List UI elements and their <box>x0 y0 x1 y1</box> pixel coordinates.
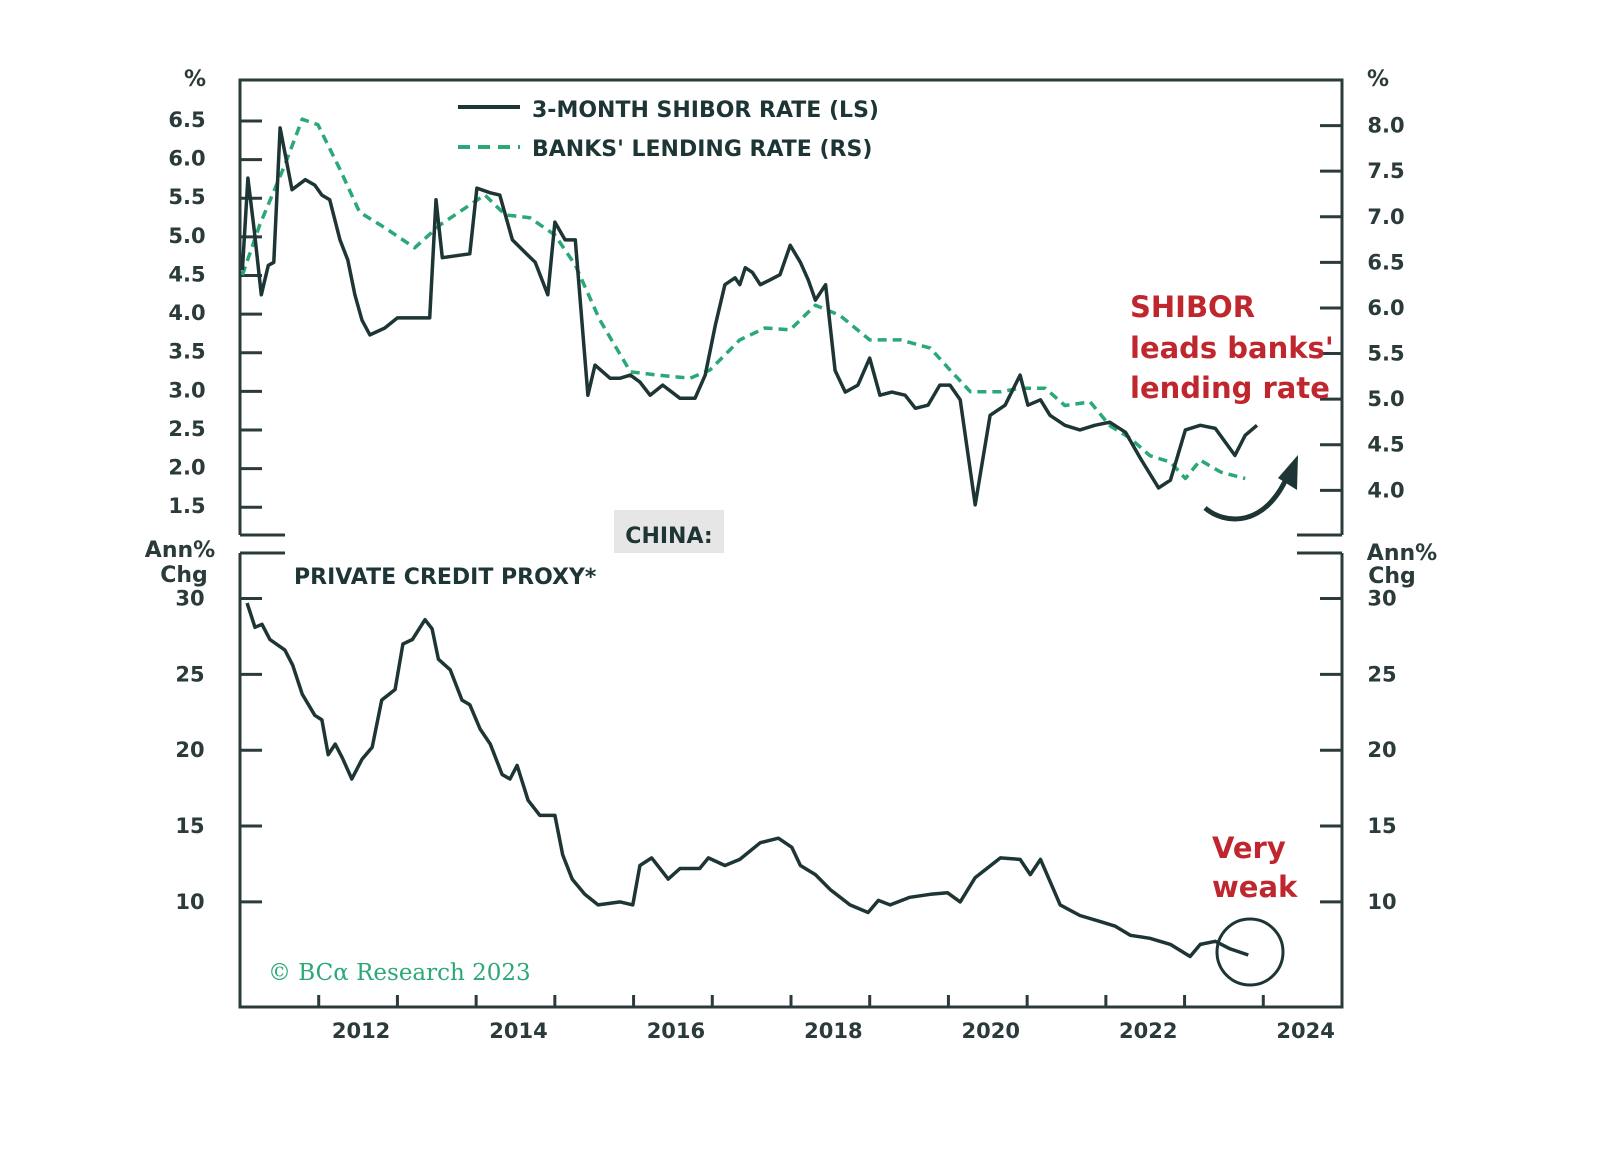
x-tick-label: 2012 <box>332 1019 390 1043</box>
private-credit-proxy-line <box>245 602 1249 959</box>
bottom-left-y-tick-label: 30 <box>175 587 204 611</box>
right-y-tick-label: 6.5 <box>1367 250 1404 274</box>
left-y-tick-label: 2.0 <box>168 456 205 480</box>
left-y-tick-label: 4.5 <box>168 262 205 286</box>
bottom-left-y-tick-label: 25 <box>175 662 204 686</box>
top-left-unit: % <box>184 67 206 92</box>
legend-shibor-label: 3-MONTH SHIBOR RATE (LS) <box>532 98 879 123</box>
bottom-left-y-tick-label: 15 <box>175 814 204 838</box>
left-y-tick-label: 5.5 <box>168 185 205 209</box>
bottom-right-y-tick-label: 30 <box>1367 587 1396 611</box>
arrow-head-icon <box>1278 455 1298 490</box>
bottom-panel-frame <box>238 553 1344 1009</box>
chart-title: CHINA: <box>625 524 712 549</box>
annotation-shibor-2: leads banks' <box>1130 331 1334 365</box>
right-y-tick-label: 5.5 <box>1367 342 1404 366</box>
right-y-tick-label: 5.0 <box>1367 387 1404 411</box>
bottom-left-y-tick-label: 20 <box>175 738 204 762</box>
curved-up-arrow <box>1203 474 1291 522</box>
bottom-left-unit-line1: Ann% <box>145 538 215 563</box>
labels-layer: % % Ann% Chg Ann% Chg 3-MONTH SHIBOR RAT… <box>145 67 1437 987</box>
bottom-panel-label: PRIVATE CREDIT PROXY* <box>294 565 597 590</box>
x-tick-label: 2014 <box>489 1019 547 1043</box>
left-y-tick-label: 4.0 <box>168 301 205 325</box>
annotation-weak-2: weak <box>1212 870 1298 904</box>
left-y-tick-label: 5.0 <box>168 224 205 248</box>
right-y-tick-label: 4.5 <box>1367 433 1404 457</box>
bottom-right-unit-line2: Chg <box>1368 564 1416 589</box>
left-y-tick-label: 6.0 <box>168 147 205 171</box>
chart-title-box <box>614 510 724 553</box>
annotation-shibor-3: lending rate <box>1130 371 1330 405</box>
bottom-right-y-tick-label: 25 <box>1367 662 1396 686</box>
left-y-tick-label: 3.5 <box>168 340 205 364</box>
annotation-shibor-1: SHIBOR <box>1130 290 1255 324</box>
right-y-tick-label: 8.0 <box>1367 114 1404 138</box>
legend-lending-label: BANKS' LENDING RATE (RS) <box>532 137 872 162</box>
left-y-tick-label: 1.5 <box>168 494 205 518</box>
x-tick-label: 2016 <box>647 1019 705 1043</box>
lending-rate-line <box>240 117 1246 481</box>
left-y-tick-label: 2.5 <box>168 417 205 441</box>
chart-frame: 2012 2014 2016 2018 2020 2022 20246.56.05.55.0… <box>168 78 1405 1043</box>
highlight-circle <box>1215 917 1285 987</box>
x-tick-label: 2024 <box>1276 1019 1334 1043</box>
left-y-tick-label: 6.5 <box>168 108 205 132</box>
bottom-left-y-tick-label: 10 <box>175 890 204 914</box>
x-tick-label: 2022 <box>1119 1019 1177 1043</box>
bottom-right-y-tick-label: 10 <box>1367 890 1396 914</box>
series-layer <box>240 117 1259 959</box>
shibor-rate-line <box>240 126 1259 507</box>
copyright: © BCα Research 2023 <box>268 960 531 986</box>
right-y-tick-label: 7.5 <box>1367 159 1404 183</box>
x-tick-label: 2018 <box>804 1019 862 1043</box>
bottom-right-y-tick-label: 15 <box>1367 814 1396 838</box>
x-tick-label: 2020 <box>962 1019 1020 1043</box>
bottom-right-unit-line1: Ann% <box>1367 541 1437 566</box>
top-right-unit: % <box>1367 67 1389 92</box>
bottom-right-y-tick-label: 20 <box>1367 738 1396 762</box>
left-y-tick-label: 3.0 <box>168 378 205 402</box>
right-y-tick-label: 6.0 <box>1367 296 1404 320</box>
right-y-tick-label: 7.0 <box>1367 205 1404 229</box>
bottom-left-unit-line2: Chg <box>160 563 208 588</box>
annotation-weak-1: Very <box>1212 831 1286 865</box>
right-y-tick-label: 4.0 <box>1367 478 1404 502</box>
